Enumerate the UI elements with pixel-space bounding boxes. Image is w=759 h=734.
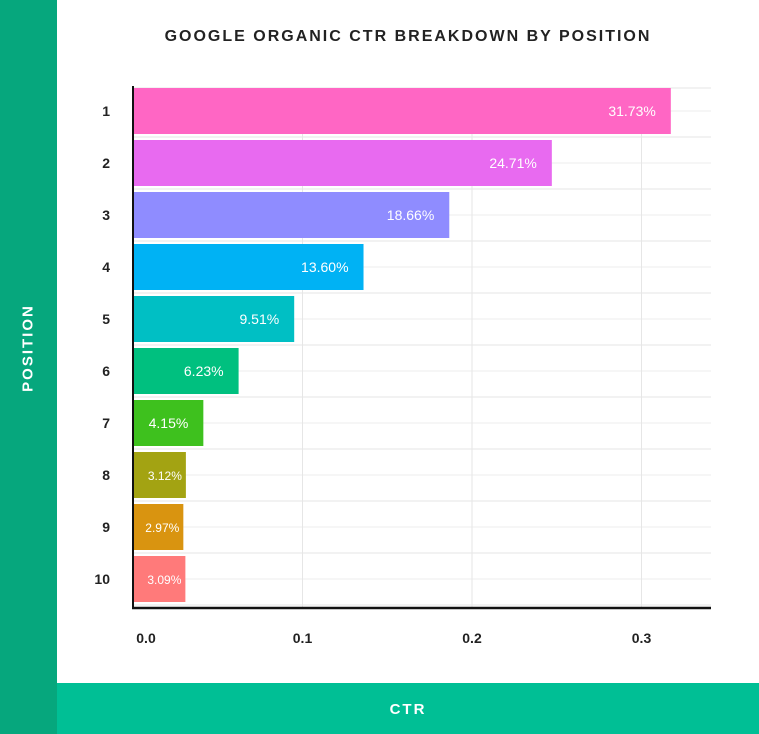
value-label: 9.51%	[239, 311, 279, 327]
category-label: 1	[102, 103, 110, 119]
value-label: 6.23%	[184, 363, 224, 379]
category-label: 3	[102, 207, 110, 223]
value-label: 2.97%	[145, 521, 179, 535]
category-label: 9	[102, 519, 110, 535]
category-label: 5	[102, 311, 110, 327]
bar	[133, 140, 552, 186]
category-label: 8	[102, 467, 110, 483]
bar	[133, 296, 295, 342]
bar	[133, 88, 671, 134]
value-label: 18.66%	[387, 207, 434, 223]
x-axis-band: CTR	[57, 683, 759, 734]
category-label: 10	[94, 571, 110, 587]
x-axis-label: CTR	[389, 701, 427, 718]
value-label: 31.73%	[608, 103, 655, 119]
y-axis-band: POSITION	[0, 0, 57, 734]
bar	[133, 504, 184, 550]
bar	[133, 400, 204, 446]
x-tick-label: 0.3	[632, 630, 652, 646]
category-label: 2	[102, 155, 110, 171]
value-label: 24.71%	[489, 155, 536, 171]
value-label: 13.60%	[301, 259, 348, 275]
value-label: 3.12%	[148, 469, 182, 483]
category-label: 7	[102, 415, 110, 431]
category-label: 4	[102, 259, 110, 275]
bar	[133, 452, 186, 498]
x-tick-label: 0.0	[136, 630, 156, 646]
category-label: 6	[102, 363, 110, 379]
bar	[133, 244, 364, 290]
bar	[133, 348, 239, 394]
value-label: 3.09%	[147, 573, 181, 587]
chart-title: GOOGLE ORGANIC CTR BREAKDOWN BY POSITION	[164, 28, 652, 45]
bar	[133, 556, 186, 602]
x-tick-label: 0.1	[293, 630, 313, 646]
bar-chart: 1 31.73% 2 24.71% 3 18.66% 4 13.60% 5 9.51% 6 6.23%…	[94, 86, 711, 646]
bar	[133, 192, 450, 238]
value-label: 4.15%	[149, 415, 189, 431]
x-tick-label: 0.2	[462, 630, 482, 646]
